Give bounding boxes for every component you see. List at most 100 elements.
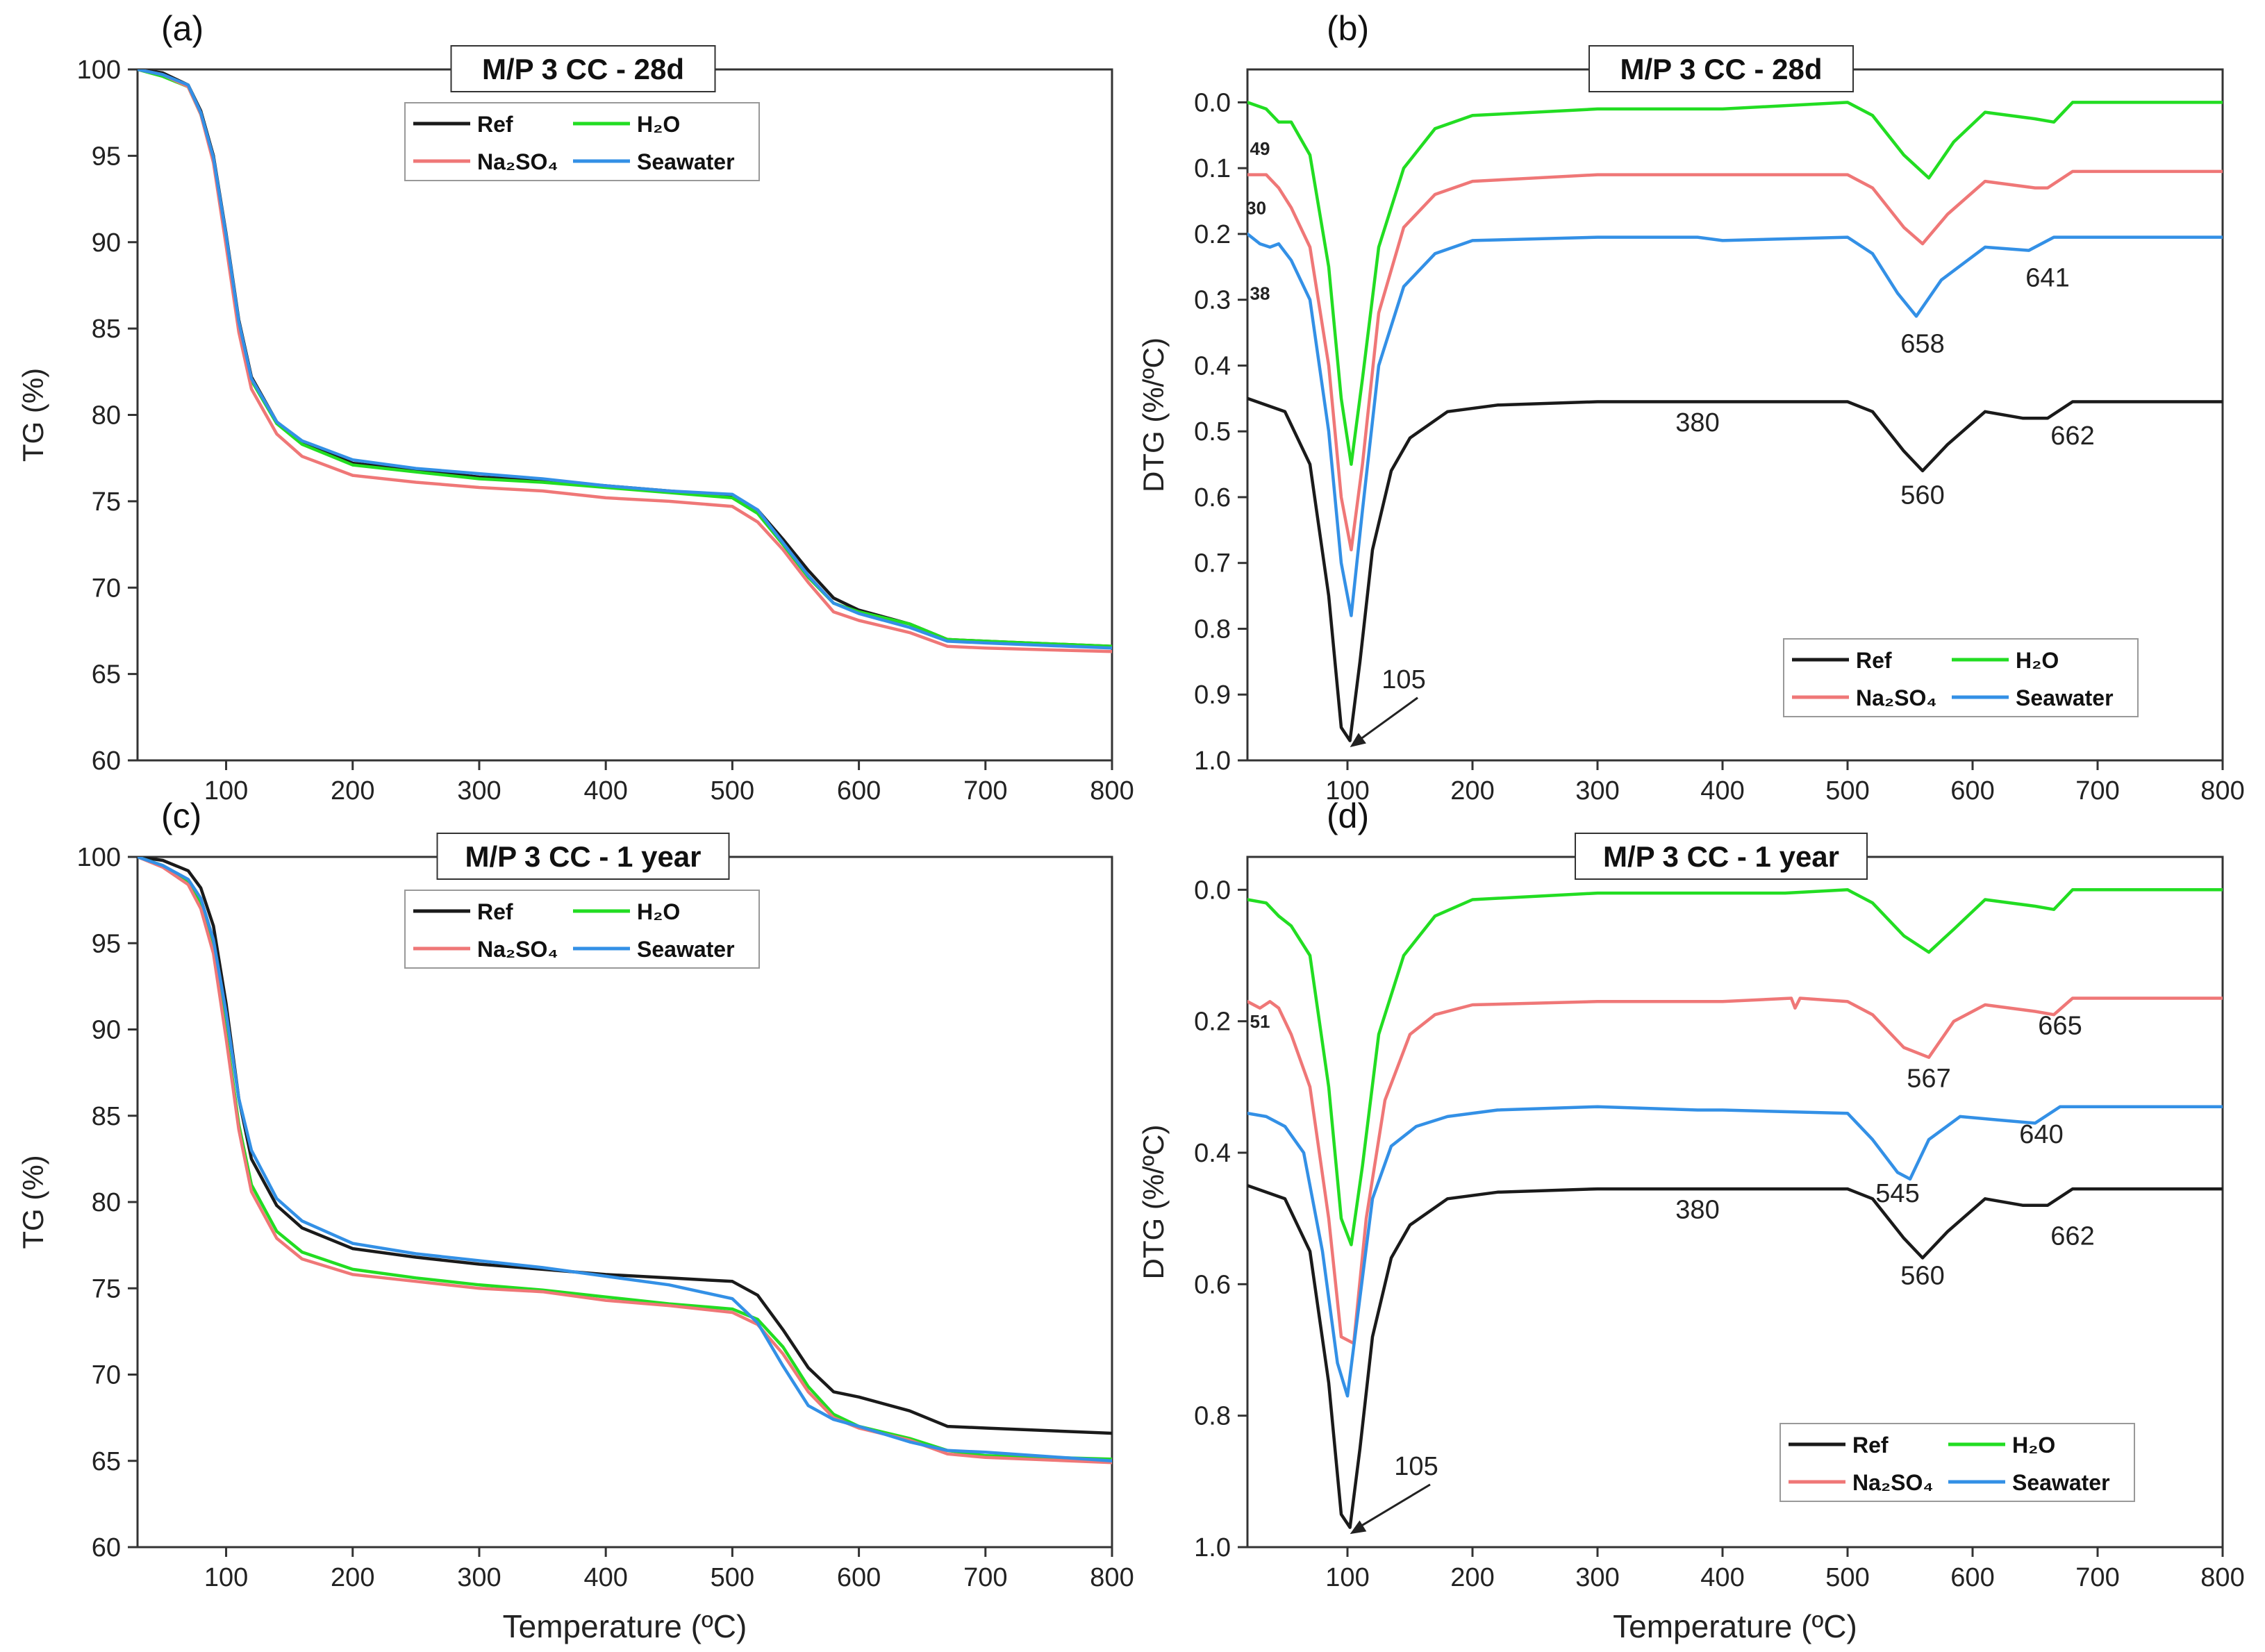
annotation-arrow-line bbox=[1356, 1483, 1431, 1530]
legend-box bbox=[404, 890, 760, 969]
y-tick-label: 0.5 bbox=[1194, 417, 1231, 447]
y-tick-label: 95 bbox=[92, 142, 121, 171]
x-tick-label: 400 bbox=[1700, 1563, 1744, 1592]
y-axis-label: TG (%) bbox=[17, 1155, 49, 1249]
y-tick-label: 0.0 bbox=[1194, 88, 1231, 117]
legend-box bbox=[404, 102, 760, 181]
annotation-label: 38 bbox=[1250, 283, 1270, 304]
x-tick-label: 500 bbox=[1825, 1563, 1869, 1592]
y-tick-label: 70 bbox=[92, 1361, 121, 1390]
x-tick-label: 800 bbox=[2200, 1563, 2244, 1592]
series-group bbox=[1247, 888, 2223, 1529]
x-tick-label: 700 bbox=[963, 1563, 1007, 1592]
x-tick-label: 700 bbox=[2075, 776, 2119, 806]
annotation-label: 380 bbox=[1675, 408, 1719, 437]
y-tick-label: 60 bbox=[92, 746, 121, 776]
legend-label-seawater: Seawater bbox=[2016, 685, 2114, 710]
y-tick-label: 60 bbox=[92, 1533, 121, 1562]
series-group bbox=[1247, 101, 2223, 742]
x-tick-label: 300 bbox=[457, 776, 501, 806]
x-tick-label: 600 bbox=[837, 1563, 881, 1592]
y-tick-label: 65 bbox=[92, 660, 121, 690]
x-tick-label: 700 bbox=[963, 776, 1007, 806]
x-tick-label: 100 bbox=[1325, 776, 1369, 806]
annotation-arrow-line bbox=[1356, 696, 1418, 743]
chart-title: M/P 3 CC - 1 year bbox=[465, 840, 701, 873]
x-tick-label: 100 bbox=[1325, 1563, 1369, 1592]
chart-panel-a: 100 200 300 400 500 600 700 800 60 65 70 75 80 85 90 95… bbox=[17, 9, 1134, 806]
chart-title: M/P 3 CC - 28d bbox=[1620, 53, 1823, 85]
annotation-label: 640 bbox=[2019, 1120, 2063, 1149]
y-tick-label: 90 bbox=[92, 228, 121, 258]
series-group bbox=[138, 69, 1112, 653]
y-tick-label: 85 bbox=[92, 315, 121, 344]
annotation-label: 567 bbox=[1907, 1064, 1950, 1093]
legend: Ref H₂O Na₂SO₄ Seawater bbox=[404, 890, 760, 969]
series-line-seawater bbox=[138, 857, 1112, 1463]
x-tick-label: 400 bbox=[583, 1563, 627, 1592]
y-tick-label: 0.7 bbox=[1194, 549, 1231, 578]
annotation-label: 105 bbox=[1394, 1452, 1438, 1481]
y-tick-label: 65 bbox=[92, 1447, 121, 1476]
annotation-label: 560 bbox=[1900, 481, 1944, 510]
y-tick-label: 1.0 bbox=[1194, 1533, 1231, 1562]
y-tick-label: 0.4 bbox=[1194, 351, 1231, 381]
panel-letter: (a) bbox=[161, 9, 204, 48]
legend-label-h2o: H₂O bbox=[637, 112, 680, 137]
annotation-arrow-head bbox=[1350, 1520, 1367, 1535]
legend-label-seawater: Seawater bbox=[637, 937, 735, 962]
title-box bbox=[1588, 45, 1854, 92]
y-tick-label: 85 bbox=[92, 1102, 121, 1131]
series-line-na2so4 bbox=[1247, 996, 2223, 1345]
chart-panel-c: 100 200 300 400 500 600 700 800 60 65 70 75 80 85 90 95… bbox=[17, 796, 1134, 1644]
y-axis-label: DTG (%/ºC) bbox=[1137, 1125, 1170, 1280]
annotation-label: 662 bbox=[2050, 422, 2094, 451]
y-tick-label: 100 bbox=[77, 56, 121, 85]
y-tick-label: 1.0 bbox=[1194, 746, 1231, 776]
x-tick-label: 300 bbox=[1575, 776, 1619, 806]
legend: Ref H₂O Na₂SO₄ Seawater bbox=[1779, 1423, 2135, 1502]
y-tick-label: 0.6 bbox=[1194, 483, 1231, 512]
y-tick-label: 0.4 bbox=[1194, 1139, 1231, 1168]
y-tick-label: 80 bbox=[92, 1188, 121, 1217]
legend-label-seawater: Seawater bbox=[637, 149, 735, 174]
title-box bbox=[450, 45, 716, 92]
y-tick-label: 0.3 bbox=[1194, 286, 1231, 315]
legend: Ref H₂O Na₂SO₄ Seawater bbox=[1783, 638, 2139, 717]
y-tick-label: 0.2 bbox=[1194, 1008, 1231, 1037]
series-line-h2o bbox=[1247, 101, 2223, 466]
x-tick-label: 600 bbox=[1950, 1563, 1994, 1592]
annotation-label: 665 bbox=[2038, 1012, 2082, 1041]
legend-label-na2so4: Na₂SO₄ bbox=[1852, 1470, 1934, 1495]
x-tick-label: 300 bbox=[457, 1563, 501, 1592]
panel-letter: (d) bbox=[1327, 796, 1369, 835]
x-tick-label: 200 bbox=[331, 1563, 374, 1592]
annotation-label: 662 bbox=[2050, 1222, 2094, 1251]
title-box bbox=[1575, 833, 1868, 880]
x-tick-label: 300 bbox=[1575, 1563, 1619, 1592]
y-tick-label: 90 bbox=[92, 1016, 121, 1045]
annotation-label: 49 bbox=[1250, 138, 1270, 159]
x-tick-label: 700 bbox=[2075, 1563, 2119, 1592]
y-tick-label: 0.1 bbox=[1194, 154, 1231, 183]
legend-label-seawater: Seawater bbox=[2012, 1470, 2110, 1495]
series-line-seawater bbox=[138, 69, 1112, 650]
legend-label-h2o: H₂O bbox=[637, 899, 680, 924]
x-tick-label: 500 bbox=[711, 776, 754, 806]
y-tick-label: 0.6 bbox=[1194, 1270, 1231, 1299]
series-line-h2o bbox=[1247, 888, 2223, 1246]
annotation-label: 658 bbox=[1900, 329, 1944, 358]
series-line-seawater bbox=[1247, 1105, 2223, 1398]
annotation-label: 545 bbox=[1875, 1179, 1919, 1208]
legend-label-na2so4: Na₂SO₄ bbox=[477, 937, 558, 962]
y-tick-label: 0.0 bbox=[1194, 876, 1231, 905]
x-tick-label: 400 bbox=[583, 776, 627, 806]
legend-label-ref: Ref bbox=[477, 899, 513, 924]
series-line-seawater bbox=[1247, 232, 2223, 617]
x-tick-label: 200 bbox=[331, 776, 374, 806]
annotation-label: 51 bbox=[1250, 1011, 1270, 1032]
legend-label-h2o: H₂O bbox=[2012, 1433, 2055, 1458]
panel-letter: (b) bbox=[1327, 9, 1369, 48]
series-line-ref bbox=[1247, 1184, 2223, 1529]
